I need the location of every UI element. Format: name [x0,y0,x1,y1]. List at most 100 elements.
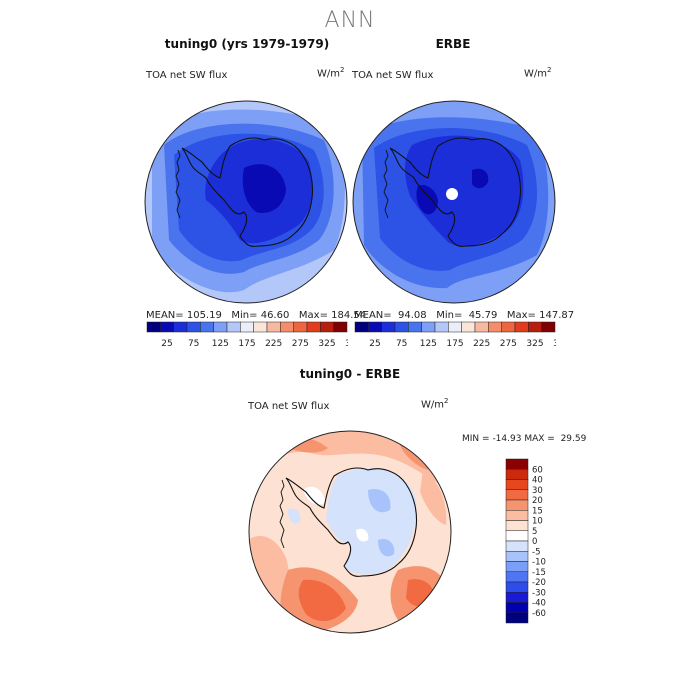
panel-2-title: ERBE [435,37,471,51]
panel-2-colorbar-box [421,321,436,333]
panel-1-colorbar-tick: 125 [212,339,229,349]
panel-2-colorbar-tick: 375 [553,339,556,349]
panel-1-colorbar-box [173,321,188,333]
diff-min-value: -14.93 [492,434,522,444]
panel-2-colorbar-box [381,321,396,333]
diff-max-label: MAX = [524,434,555,444]
panel-2-colorbar-tick: 175 [446,339,463,349]
diff-coastline [285,467,418,577]
panel-1-coastline [181,137,314,247]
diff-stats: MIN = -14.93 MAX = 29.59 [462,434,586,444]
panel-1-colorbar-tick: 375 [345,339,348,349]
panel-1-colorbar-box [226,321,241,333]
panel-1-colorbar-box [333,321,348,333]
diff-colorbar-box [505,571,529,583]
panel-2-unit-label: W/m2 [524,66,552,80]
panel-2-colorbar-box [541,321,556,333]
figure-title: ANN [324,8,376,33]
panel-2-coastline [389,137,522,247]
panel-2-min-value: 45.79 [468,310,498,321]
panel-2-colorbar-box [434,321,449,333]
panel-2-colorbar-box [354,321,369,333]
panel-1-colorbar-box [280,321,294,333]
panel-1-max-value: 184.54 [331,310,367,321]
panel-1-colorbar-box [213,321,228,333]
diff-min-label: MIN = [462,434,490,444]
panel-2-colorbar-tick: 325 [526,339,543,349]
panel-2-mean-value: 94.08 [398,310,427,321]
panel-1-colorbar-box [146,321,161,333]
panel-2-stats: MEAN= 94.08 Min= 45.79 Max= 147.87 [354,310,574,321]
panel-1-colorbar-tick: 175 [238,339,255,349]
panel-2-polar-map [352,100,556,304]
panel-2-colorbar-tick: 125 [420,339,437,349]
panel-2-mean-label: MEAN= [354,310,392,321]
diff-colorbar-box [505,499,529,511]
panel-2-colorbar-box [514,321,529,333]
panel-1-colorbar-tick: 275 [292,339,309,349]
panel-1-colorbar-box [253,321,268,333]
panel-2-colorbar-box [528,321,542,333]
diff-colorbar-tick: -40 [532,599,546,609]
panel-1-title: tuning0 (yrs 1979-1979) [164,37,330,51]
panel-1-max-label: Max= [298,310,328,321]
diff-colorbar-box [505,510,529,521]
diff-title: tuning0 - ERBE [299,367,401,381]
diff-colorbar-box [505,530,529,542]
panel-2-colorbar-tick: 225 [473,339,490,349]
panel-2-colorbar-box [474,321,489,333]
panel-1-min-label: Min= [231,310,258,321]
panel-2-field-label: TOA net SW flux [352,70,434,81]
panel-2-colorbar-box [448,321,462,333]
panel-1-colorbar-tick: 75 [188,339,199,349]
diff-polar-map [248,430,452,634]
panel-2-colorbar-box [501,321,516,333]
diff-colorbar-tick: -60 [532,609,546,619]
diff-colorbar-tick: 10 [532,517,543,527]
panel-1-unit-label: W/m2 [317,66,345,80]
diff-colorbar-box [505,458,529,470]
panel-1-colorbar-box [306,321,321,333]
diff-colorbar-box [505,602,529,613]
diff-colorbar-box [505,489,529,501]
panel-2-colorbar-box [408,321,422,333]
diff-colorbar-box [505,479,529,490]
diff-colorbar-box [505,592,529,603]
diff-colorbar-box [505,551,529,562]
diff-colorbar-tick: 0 [532,537,537,547]
panel-2-colorbar-box [394,321,409,333]
diff-colorbar-tick: -10 [532,558,546,568]
diff-max-value: 29.59 [560,434,587,444]
panel-1-colorbar-box [320,321,334,333]
panel-1-colorbar-box [266,321,281,333]
panel-2-max-label: Max= [506,310,536,321]
diff-colorbar-tick: -5 [532,547,540,557]
panel-1-min-value: 46.60 [260,310,290,321]
panel-1-colorbar-box [186,321,201,333]
diff-colorbar-tick: 15 [532,506,543,516]
diff-colorbar-tick: 40 [532,476,543,486]
panel-1-colorbar-tick: 225 [265,339,282,349]
diff-colorbar-tick: 60 [532,465,543,475]
diff-unit-label: W/m2 [421,397,449,411]
panel-1-polar-map [144,100,348,304]
panel-2-max-value: 147.87 [539,310,575,321]
panel-1-field-label: TOA net SW flux [146,70,228,81]
panel-1-mean-label: MEAN= [146,310,184,321]
panel-2-colorbar-box [488,321,502,333]
diff-colorbar-tick: -30 [532,588,546,598]
diff-colorbar-box [505,520,529,531]
panel-1-mean-value: 105.19 [186,310,222,321]
panel-1-colorbar-box [240,321,254,333]
diff-colorbar-box [505,469,529,480]
panel-2-colorbar-tick: 25 [369,339,380,349]
diff-colorbar-box [505,612,529,624]
panel-2-colorbar-tick: 275 [500,339,517,349]
panel-2-min-label: Min= [436,310,463,321]
diff-colorbar-tick: 30 [532,486,543,496]
diff-colorbar-tick: -15 [532,568,546,578]
panel-2-colorbar-box [368,321,382,333]
panel-1-colorbar-tick: 25 [161,339,172,349]
panel-1-colorbar-box [200,321,214,333]
